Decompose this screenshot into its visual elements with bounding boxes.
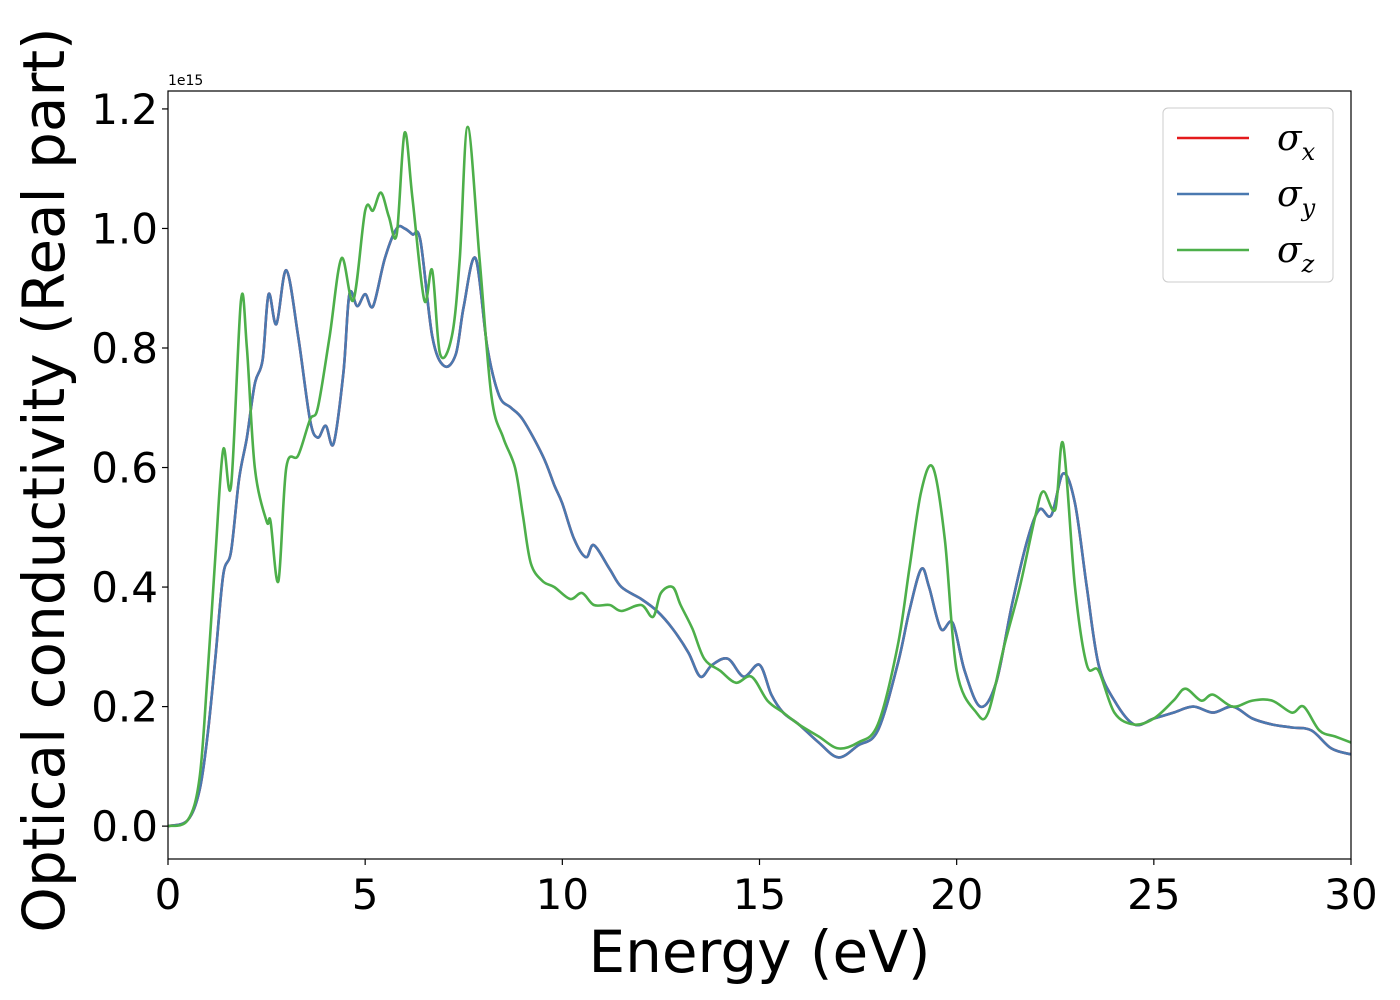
legend-label-x: σx: [1277, 118, 1316, 166]
y-tick-label: 0.6: [91, 444, 158, 493]
x-axis-ticks: 0 5 10 15 20 25 30: [155, 859, 1378, 919]
legend-subscript: y: [1301, 194, 1316, 222]
legend-symbol: σ: [1277, 174, 1303, 215]
y-tick-label: 0.2: [91, 683, 158, 732]
y-tick-label: 0.0: [91, 802, 158, 851]
x-axis-title: Energy (eV): [588, 918, 930, 986]
series-lines: [168, 125, 1351, 828]
legend-subscript: z: [1301, 250, 1315, 278]
legend-label-z: σz: [1277, 230, 1315, 278]
y-axis-offset-label: 1e15: [168, 73, 203, 89]
x-tick-label: 25: [1127, 870, 1180, 919]
x-tick-label: 0: [155, 870, 182, 919]
x-tick-label: 15: [733, 870, 786, 919]
y-tick-label: 0.4: [91, 563, 158, 612]
series-line-x: [168, 224, 1351, 828]
y-axis-ticks: 0.0 0.2 0.4 0.6 0.8 1.0 1.2: [91, 85, 168, 851]
y-tick-label: 1.0: [91, 204, 158, 253]
x-tick-label: 20: [930, 870, 983, 919]
y-tick-label: 1.2: [91, 85, 158, 134]
legend-label-y: σy: [1277, 174, 1316, 222]
series-line-z: [168, 125, 1351, 828]
legend-subscript: x: [1302, 138, 1316, 166]
legend-symbol: σ: [1277, 230, 1303, 271]
x-tick-label: 5: [352, 870, 379, 919]
y-tick-label: 0.8: [91, 324, 158, 373]
x-tick-label: 10: [536, 870, 589, 919]
legend-symbol: σ: [1277, 118, 1303, 159]
x-tick-label: 30: [1324, 870, 1377, 919]
series-line-y: [168, 224, 1351, 828]
y-axis-title: Optical conductivity (Real part): [10, 27, 78, 932]
